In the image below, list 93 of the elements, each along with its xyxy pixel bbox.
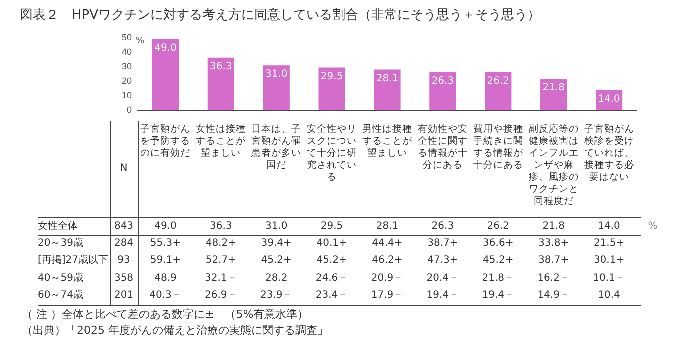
text: [再掲]27歳以下 bbox=[38, 254, 110, 268]
text: 26.9－ bbox=[204, 288, 238, 303]
bar bbox=[374, 70, 401, 111]
text: （出典）「2025 年度がんの備えと治療の実態に関する調査」 bbox=[22, 323, 328, 338]
bar bbox=[208, 58, 234, 111]
text: （ 注 ）全体と比べて差のある数字に± （5%有意水準） bbox=[22, 307, 309, 322]
text: 52.7+ bbox=[204, 254, 238, 268]
text: 19.4－ bbox=[481, 288, 516, 303]
text: 44.4+ bbox=[371, 237, 404, 252]
text: 284 bbox=[113, 237, 135, 252]
text: 26.2 bbox=[487, 76, 510, 88]
text: 38.7+ bbox=[426, 237, 460, 252]
text: 女性全体 bbox=[38, 220, 79, 234]
text: N bbox=[119, 162, 129, 176]
text: 10.1－ bbox=[592, 272, 626, 286]
y-tick-label: 20 bbox=[122, 76, 132, 86]
y-tick-label: 10 bbox=[122, 90, 132, 101]
bar bbox=[152, 39, 180, 111]
text: 30.1+ bbox=[592, 254, 626, 268]
text: 38.7+ bbox=[538, 254, 570, 268]
text: 23.4－ bbox=[314, 288, 350, 303]
y-tick-label: 40 bbox=[122, 47, 132, 58]
data-label: 36.3 bbox=[209, 220, 234, 234]
x-tick-label: 安全性やリスクについて十分に研究されている bbox=[306, 124, 358, 184]
text: 201 bbox=[113, 288, 135, 303]
text: 31.0 bbox=[265, 69, 288, 80]
text: 23.9－ bbox=[259, 288, 294, 303]
x-tick-label: 日本は、子宮頸がん罹患者が多い国だ bbox=[250, 124, 302, 172]
text: 21.5+ bbox=[592, 237, 626, 252]
x-tick-label: 子宮頸がんを予防するのに有効だ bbox=[140, 124, 192, 160]
text: 19.4－ bbox=[426, 288, 460, 303]
text: 29.5 bbox=[320, 71, 344, 82]
text: 40～59歳 bbox=[38, 272, 84, 286]
text: 26.3 bbox=[432, 76, 454, 88]
chart-title: 図表２ HPVワクチンに対する考え方に同意している割合（非常にそう思う＋そう思う） bbox=[20, 7, 541, 24]
text: 843 bbox=[113, 220, 135, 234]
text: 358 bbox=[113, 272, 135, 286]
text: 21.8－ bbox=[481, 272, 516, 286]
text: 40.3－ bbox=[148, 288, 183, 303]
annotation: % bbox=[136, 36, 145, 46]
text: 45.2+ bbox=[482, 254, 515, 268]
data-label: 26.3 bbox=[430, 220, 456, 234]
text: 39.4+ bbox=[260, 237, 293, 252]
text: 20.9－ bbox=[370, 272, 405, 286]
data-label: 31.0 bbox=[264, 220, 289, 234]
text: 20.4－ bbox=[426, 272, 460, 286]
text: 48.2+ bbox=[204, 237, 238, 252]
text: 17.9－ bbox=[370, 288, 405, 303]
text: 32.1－ bbox=[204, 272, 238, 286]
x-tick-label: 有効性や安全性に関する情報が十分にある bbox=[417, 124, 469, 172]
bar bbox=[318, 68, 346, 111]
text: 93 bbox=[116, 254, 132, 268]
bar bbox=[485, 72, 512, 111]
text: 36.6+ bbox=[482, 237, 515, 252]
x-tick-label: 男性は接種することが望ましい bbox=[362, 124, 414, 160]
y-tick-label: 50 bbox=[122, 32, 132, 42]
text: 28.1 bbox=[376, 73, 399, 84]
text: 55.3+ bbox=[149, 237, 182, 252]
x-tick-label: 女性は接種することが望ましい bbox=[195, 124, 247, 160]
text: 45.2+ bbox=[260, 254, 293, 268]
text: 49.0 bbox=[154, 43, 177, 54]
text: 28.2 bbox=[264, 272, 289, 286]
data-label: 49.0 bbox=[154, 220, 178, 234]
text: 10.4 bbox=[597, 288, 622, 303]
bar bbox=[430, 72, 456, 111]
text: 24.6－ bbox=[314, 272, 350, 286]
text: 20～39歳 bbox=[38, 236, 84, 252]
text: % bbox=[647, 220, 659, 234]
y-tick-label: 0 bbox=[126, 105, 132, 116]
bar bbox=[263, 66, 290, 111]
text: 48.9 bbox=[154, 272, 178, 286]
data-label: 26.2 bbox=[486, 220, 510, 234]
y-tick-label: 30 bbox=[122, 62, 132, 72]
text: 21.8 bbox=[542, 82, 565, 94]
text: 45.2+ bbox=[316, 254, 348, 268]
text: 14.0 bbox=[598, 94, 620, 105]
x-tick-label: 副反応等の健康被害はインフルエンザや麻疹、風疹のワクチンと同程度だ bbox=[528, 124, 580, 208]
data-label: 28.1 bbox=[375, 220, 400, 234]
text: 60～74歳 bbox=[38, 288, 84, 303]
text: 59.1+ bbox=[149, 254, 182, 268]
text: 47.3+ bbox=[426, 254, 460, 268]
text: 14.9－ bbox=[536, 288, 571, 303]
text: 46.2+ bbox=[371, 254, 404, 268]
bar bbox=[540, 78, 568, 111]
text: 33.8+ bbox=[538, 237, 570, 252]
data-label: 21.8 bbox=[542, 220, 566, 234]
data-label: 29.5 bbox=[320, 220, 344, 234]
data-label: 14.0 bbox=[597, 220, 622, 234]
text: 16.2－ bbox=[536, 272, 571, 286]
text: 36.3 bbox=[210, 61, 232, 72]
x-tick-label: 費用や接種手続きに関する情報が十分にある bbox=[472, 124, 524, 172]
x-tick-label: 子宮頸がん検診を受けていれば、接種する必要はない bbox=[584, 124, 635, 184]
text: 40.1+ bbox=[316, 237, 348, 252]
